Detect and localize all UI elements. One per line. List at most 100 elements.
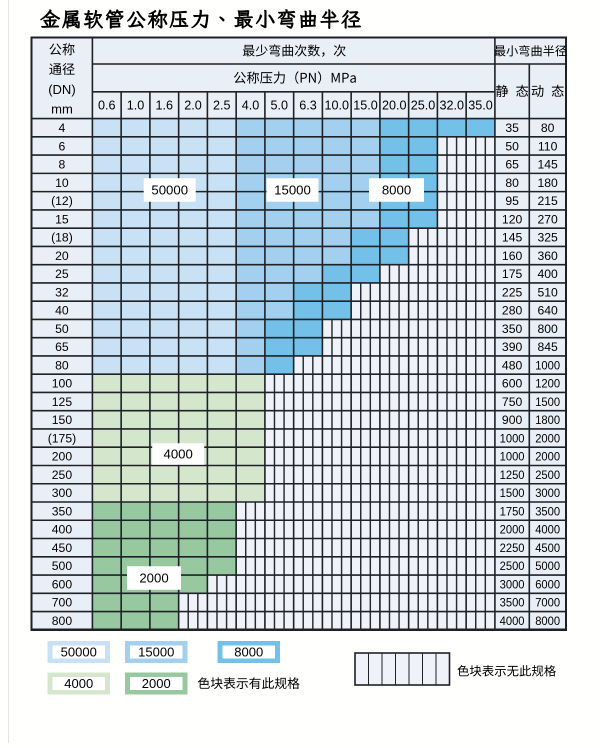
svg-text:4500: 4500 xyxy=(535,541,560,555)
svg-text:2250: 2250 xyxy=(500,541,525,555)
svg-text:125: 125 xyxy=(52,395,73,409)
svg-text:50: 50 xyxy=(505,139,519,153)
svg-text:800: 800 xyxy=(537,322,558,336)
svg-text:4000: 4000 xyxy=(500,614,525,628)
svg-text:180: 180 xyxy=(537,176,558,190)
svg-text:2.5: 2.5 xyxy=(213,99,231,113)
svg-text:3000: 3000 xyxy=(535,486,560,500)
svg-text:6: 6 xyxy=(59,139,66,153)
svg-text:25.0: 25.0 xyxy=(411,99,436,113)
svg-text:450: 450 xyxy=(52,541,73,555)
svg-text:50: 50 xyxy=(55,322,69,336)
svg-text:15000: 15000 xyxy=(138,645,174,660)
svg-text:2500: 2500 xyxy=(535,468,560,482)
svg-text:50000: 50000 xyxy=(151,183,188,198)
svg-text:250: 250 xyxy=(52,468,73,482)
svg-text:175: 175 xyxy=(502,267,523,281)
svg-text:15.0: 15.0 xyxy=(353,99,378,113)
svg-text:2000: 2000 xyxy=(500,523,525,537)
svg-text:225: 225 xyxy=(502,285,523,299)
svg-text:4: 4 xyxy=(59,121,66,135)
svg-text:25: 25 xyxy=(55,267,69,281)
svg-text:2000: 2000 xyxy=(142,676,171,691)
svg-text:5000: 5000 xyxy=(535,559,560,573)
svg-text:350: 350 xyxy=(502,322,523,336)
svg-text:1750: 1750 xyxy=(500,504,525,518)
svg-text:6.3: 6.3 xyxy=(299,99,317,113)
svg-text:400: 400 xyxy=(52,523,73,537)
svg-text:80: 80 xyxy=(505,176,519,190)
svg-text:20.0: 20.0 xyxy=(382,99,407,113)
svg-text:145: 145 xyxy=(502,231,523,245)
svg-text:1500: 1500 xyxy=(500,486,525,500)
svg-text:(12): (12) xyxy=(51,194,73,208)
svg-text:360: 360 xyxy=(537,249,558,263)
svg-text:15: 15 xyxy=(55,212,69,226)
svg-text:3500: 3500 xyxy=(535,504,560,518)
svg-text:1250: 1250 xyxy=(500,468,525,482)
svg-text:35.0: 35.0 xyxy=(468,99,493,113)
svg-text:4000: 4000 xyxy=(164,447,193,462)
svg-text:mm: mm xyxy=(51,101,73,116)
svg-text:280: 280 xyxy=(502,304,523,318)
svg-text:50000: 50000 xyxy=(61,645,97,660)
svg-text:8000: 8000 xyxy=(535,614,560,628)
svg-text:1000: 1000 xyxy=(500,450,525,464)
svg-text:95: 95 xyxy=(505,194,519,208)
svg-text:390: 390 xyxy=(502,340,523,354)
svg-text:4000: 4000 xyxy=(535,523,560,537)
svg-text:8000: 8000 xyxy=(382,183,411,198)
svg-text:3500: 3500 xyxy=(500,596,525,610)
svg-text:150: 150 xyxy=(52,413,73,427)
svg-text:1800: 1800 xyxy=(535,413,560,427)
svg-text:100: 100 xyxy=(52,377,73,391)
svg-text:2500: 2500 xyxy=(500,559,525,573)
svg-text:5.0: 5.0 xyxy=(271,99,289,113)
svg-text:65: 65 xyxy=(55,340,69,354)
svg-text:1500: 1500 xyxy=(535,395,560,409)
svg-text:2000: 2000 xyxy=(139,571,168,586)
svg-text:510: 510 xyxy=(537,285,558,299)
svg-text:2.0: 2.0 xyxy=(184,99,202,113)
svg-text:80: 80 xyxy=(55,358,69,372)
svg-text:200: 200 xyxy=(52,450,73,464)
svg-text:32.0: 32.0 xyxy=(440,99,465,113)
svg-text:2000: 2000 xyxy=(535,450,560,464)
svg-text:8: 8 xyxy=(59,158,66,172)
svg-text:500: 500 xyxy=(52,559,73,573)
svg-text:145: 145 xyxy=(537,158,558,172)
svg-text:(18): (18) xyxy=(51,231,73,245)
svg-text:7000: 7000 xyxy=(535,596,560,610)
svg-text:160: 160 xyxy=(502,249,523,263)
svg-text:270: 270 xyxy=(537,212,558,226)
svg-text:350: 350 xyxy=(52,504,73,518)
svg-text:900: 900 xyxy=(502,413,523,427)
svg-text:1000: 1000 xyxy=(500,431,525,445)
svg-text:80: 80 xyxy=(541,121,555,135)
svg-text:480: 480 xyxy=(502,358,523,372)
svg-text:1.6: 1.6 xyxy=(156,99,174,113)
svg-text:(DN): (DN) xyxy=(48,82,75,97)
svg-text:300: 300 xyxy=(52,486,73,500)
svg-text:1.0: 1.0 xyxy=(127,99,145,113)
svg-text:3000: 3000 xyxy=(500,577,525,591)
svg-text:400: 400 xyxy=(537,267,558,281)
svg-text:10.0: 10.0 xyxy=(325,99,350,113)
svg-text:(175): (175) xyxy=(48,431,76,445)
svg-text:325: 325 xyxy=(537,231,558,245)
svg-text:120: 120 xyxy=(502,212,523,226)
svg-text:35: 35 xyxy=(505,121,519,135)
svg-text:110: 110 xyxy=(538,139,558,153)
svg-text:750: 750 xyxy=(502,395,523,409)
svg-text:1000: 1000 xyxy=(535,358,560,372)
svg-text:10: 10 xyxy=(55,176,69,190)
svg-text:1200: 1200 xyxy=(535,377,560,391)
svg-text:32: 32 xyxy=(55,285,69,299)
svg-text:0.6: 0.6 xyxy=(98,99,116,113)
svg-text:215: 215 xyxy=(537,194,558,208)
svg-text:4000: 4000 xyxy=(64,676,93,691)
svg-text:640: 640 xyxy=(537,304,558,318)
svg-text:2000: 2000 xyxy=(535,431,560,445)
svg-text:8000: 8000 xyxy=(234,645,263,660)
svg-text:15000: 15000 xyxy=(274,183,311,198)
